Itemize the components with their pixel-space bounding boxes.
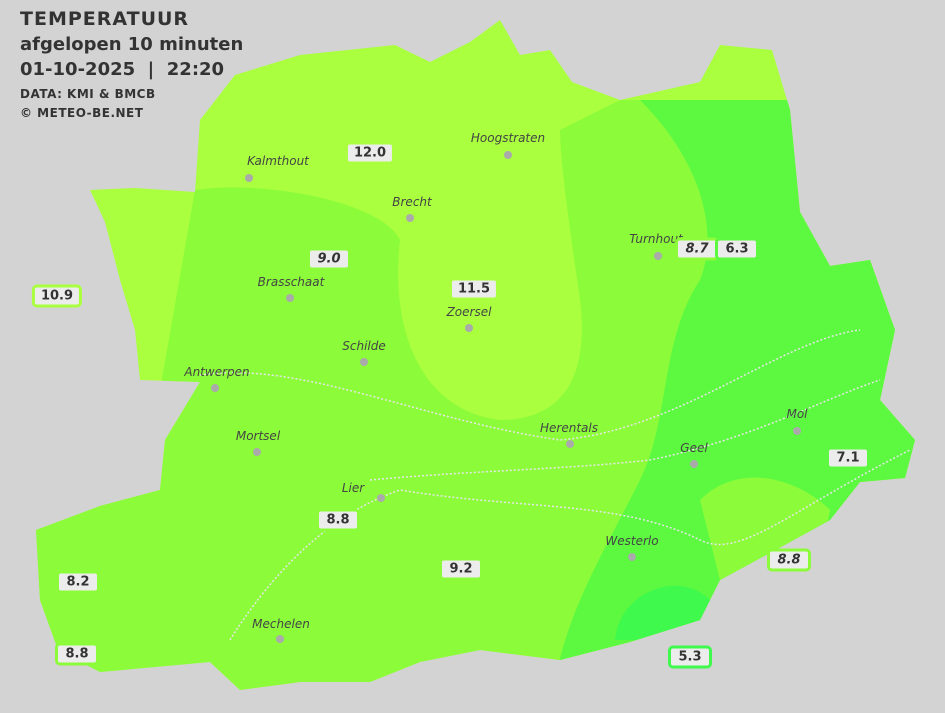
city-label: Brasschaat (257, 275, 325, 289)
city-dot (628, 553, 636, 561)
map-subtitle: afgelopen 10 minuten (20, 34, 244, 55)
station-temperature[interactable]: 12.0 (344, 141, 396, 165)
copyright: © METEO-BE.NET (20, 106, 144, 120)
city-label: Zoersel (446, 305, 492, 319)
station-temperature[interactable]: 7.1 (826, 446, 870, 470)
city-dot (566, 440, 574, 448)
city-label: Schilde (342, 339, 386, 353)
station-temperature[interactable]: 8.8 (316, 508, 360, 532)
city-dot (360, 358, 368, 366)
city-dot (377, 494, 385, 502)
city-label: Brecht (392, 195, 432, 209)
railways (199, 329, 911, 641)
station-temperature[interactable]: 9.2 (439, 557, 483, 581)
data-source: DATA: KMI & BMCB (20, 87, 156, 101)
city-label: Westerlo (605, 534, 659, 548)
city-dot (286, 294, 294, 302)
station-temperature[interactable]: 9.0 (307, 247, 351, 271)
city-label: Turnhout (629, 232, 683, 246)
city-dot (253, 448, 261, 456)
city-label: Mol (786, 407, 808, 421)
city-dot (211, 384, 219, 392)
city-label: Hoogstraten (470, 131, 546, 145)
city-label: Lier (341, 481, 365, 495)
station-temperature[interactable]: 11.5 (448, 277, 500, 301)
city-label: Mechelen (252, 617, 310, 631)
city-label: Antwerpen (184, 365, 250, 379)
station-temperature[interactable]: 8.8 (55, 642, 99, 666)
city-dot (504, 151, 512, 159)
city-dot (465, 324, 473, 332)
station-temperature[interactable]: 5.3 (668, 645, 712, 669)
city-dot (793, 427, 801, 435)
station-temperature[interactable]: 10.9 (31, 284, 83, 308)
city-label: Geel (680, 441, 708, 455)
map-title: TEMPERATUUR (20, 8, 190, 30)
city-label: Herentals (540, 421, 598, 435)
city-dot (276, 635, 284, 643)
city-label: Mortsel (235, 429, 281, 443)
city-dot (406, 214, 414, 222)
city-dot (245, 174, 253, 182)
station-temperature[interactable]: 8.2 (56, 570, 100, 594)
station-temperature[interactable]: 8.7 (675, 237, 719, 261)
station-temperature[interactable]: 6.3 (715, 237, 759, 261)
city-dot (690, 460, 698, 468)
station-temperature[interactable]: 8.8 (767, 548, 811, 572)
city-dot (654, 252, 662, 260)
map-datetime: 01-10-2025 | 22:20 (20, 59, 225, 80)
city-label: Kalmthout (247, 154, 309, 168)
